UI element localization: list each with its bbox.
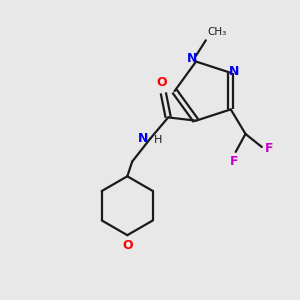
Text: CH₃: CH₃	[208, 27, 227, 37]
Text: N: N	[229, 65, 239, 78]
Text: N: N	[138, 132, 148, 145]
Text: O: O	[122, 239, 133, 252]
Text: F: F	[230, 154, 238, 167]
Text: H: H	[154, 135, 163, 145]
Text: F: F	[265, 142, 273, 155]
Text: O: O	[156, 76, 167, 89]
Text: N: N	[187, 52, 197, 65]
